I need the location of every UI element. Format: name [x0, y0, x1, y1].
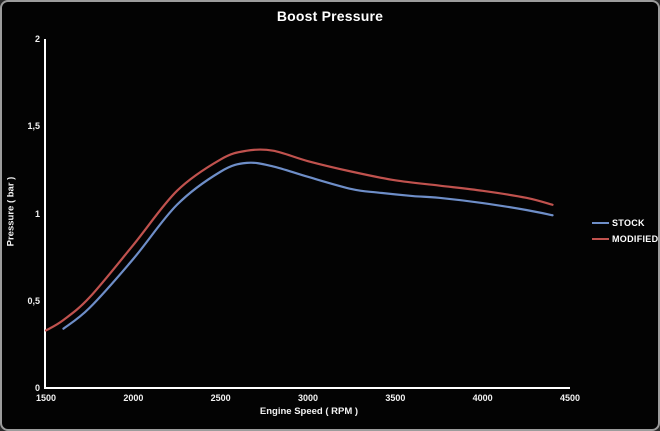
y-tick-label: 2 [34, 34, 40, 44]
x-tick-label: 4500 [559, 393, 581, 403]
y-tick-label: 0 [34, 383, 40, 393]
x-tick-label: 2500 [210, 393, 231, 403]
legend: STOCK MODIFIED [592, 215, 658, 247]
x-tick-label: 4000 [472, 393, 493, 403]
legend-label-modified: MODIFIED [612, 234, 659, 244]
y-tick-label: 1,5 [27, 121, 40, 132]
y-axis-title: Pressure ( bar ) [5, 176, 17, 247]
axis-lines [44, 39, 570, 389]
modified-line-swatch [592, 238, 609, 240]
legend-label-stock: STOCK [612, 218, 645, 228]
series-line-stock [62, 161, 554, 330]
y-tick-label: 1 [34, 208, 40, 219]
x-tick-label: 2000 [123, 393, 144, 403]
x-tick-label: 3000 [297, 393, 319, 403]
chart-title: Boost Pressure [276, 8, 384, 24]
x-tick-label: 1500 [35, 393, 57, 403]
stock-line-swatch [592, 222, 609, 224]
y-tick-label: 0,5 [27, 295, 40, 306]
series-line-modified [44, 148, 554, 332]
x-tick-label: 3500 [385, 393, 406, 403]
legend-item-modified: MODIFIED [592, 231, 658, 247]
legend-item-stock: STOCK [592, 215, 658, 231]
x-axis-title: Engine Speed ( RPM ) [259, 406, 359, 417]
